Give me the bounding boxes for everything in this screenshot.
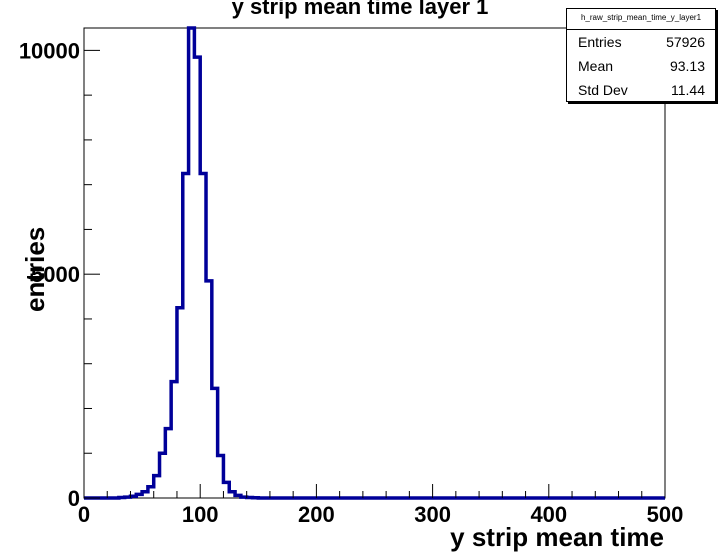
stats-row-mean: Mean 93.13: [567, 54, 715, 78]
x-tick-label: 0: [78, 502, 90, 527]
x-tick-label: 100: [182, 502, 219, 527]
x-tick-label: 200: [298, 502, 335, 527]
stats-label: Mean: [578, 58, 614, 74]
stats-row-entries: Entries 57926: [567, 30, 715, 54]
x-tick-label: 400: [530, 502, 567, 527]
y-axis-label: entries: [20, 227, 50, 312]
stats-label: Entries: [578, 34, 622, 50]
histogram-series: [84, 26, 665, 500]
stats-box: h_raw_strip_mean_time_y_layer1 Entries 5…: [566, 8, 716, 102]
chart-title: y strip mean time layer 1: [231, 0, 489, 19]
stats-row-std-dev: Std Dev 11.44: [567, 78, 715, 102]
stats-box-title: h_raw_strip_mean_time_y_layer1: [567, 9, 715, 30]
x-tick-label: 300: [414, 502, 451, 527]
x-tick-label: 500: [647, 502, 684, 527]
y-tick-label: 5000: [31, 262, 80, 287]
stats-value: 93.13: [669, 58, 705, 74]
histogram: [84, 26, 665, 500]
y-tick-label: 10000: [19, 38, 80, 63]
y-tick-label: 0: [68, 486, 80, 511]
x-axis-label: y strip mean time: [450, 522, 664, 552]
stats-value: 57926: [666, 34, 705, 50]
stats-label: Std Dev: [578, 82, 628, 98]
stats-value: 11.44: [671, 82, 705, 98]
